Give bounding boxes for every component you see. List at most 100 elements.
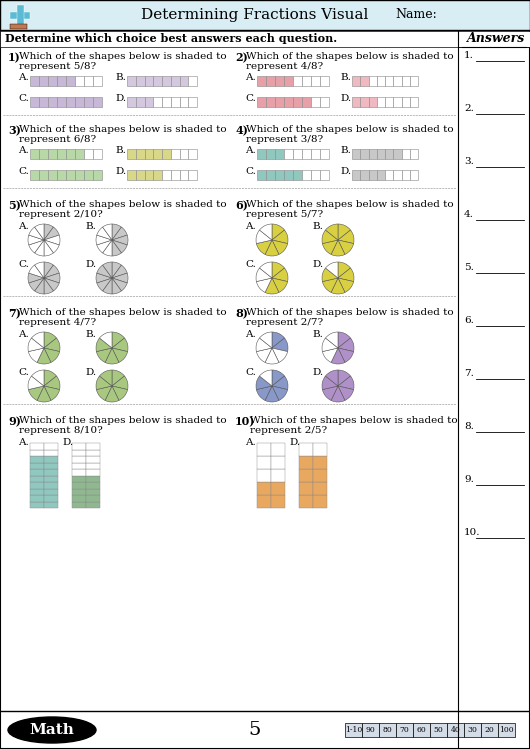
Wedge shape [112,370,125,386]
Text: A.: A. [18,438,29,447]
Bar [393,170,402,180]
Wedge shape [272,348,288,363]
Wedge shape [44,278,54,294]
Text: A.: A. [245,438,256,447]
Wedge shape [44,265,59,278]
Wedge shape [272,376,288,389]
Text: C.: C. [18,167,29,176]
Bar [30,97,39,107]
Bar [302,76,311,86]
Bar [10,11,30,19]
Text: Which of the shapes below is shaded to: Which of the shapes below is shaded to [19,125,227,134]
Bar [93,170,102,180]
Bar [377,170,385,180]
Text: represent 3/8?: represent 3/8? [246,135,323,144]
Bar [48,170,57,180]
Wedge shape [112,338,128,351]
Bar [180,149,188,159]
Bar [72,462,86,469]
Text: 10): 10) [235,416,255,427]
Bar [48,76,57,86]
Bar [302,149,311,159]
Bar [311,149,320,159]
Bar [39,149,48,159]
Bar [284,149,293,159]
Bar [84,170,93,180]
Wedge shape [257,348,272,363]
Wedge shape [272,268,288,282]
Bar [57,149,66,159]
Wedge shape [31,370,44,386]
Bar [293,97,302,107]
Bar [299,443,313,456]
Text: 1.: 1. [464,51,474,60]
Bar [136,76,145,86]
Bar [396,723,413,737]
Text: B.: B. [340,146,351,155]
Bar [48,149,57,159]
Bar [377,149,385,159]
Text: B.: B. [115,73,126,82]
Bar [368,76,377,86]
Wedge shape [100,332,112,348]
Bar [180,170,188,180]
Wedge shape [272,230,288,243]
Wedge shape [112,262,121,278]
Bar [57,170,66,180]
Bar [368,170,377,180]
Bar [257,469,271,482]
Bar [30,476,44,482]
Bar [72,449,86,456]
Text: 5: 5 [249,721,261,739]
Wedge shape [29,265,44,278]
Text: represent 6/8?: represent 6/8? [19,135,96,144]
Text: 80: 80 [383,726,392,734]
Wedge shape [29,278,44,291]
Bar [257,170,266,180]
Bar [413,723,430,737]
Bar [481,723,498,737]
Text: 30: 30 [467,726,478,734]
Bar [84,149,93,159]
Bar [127,149,136,159]
Bar [385,76,393,86]
Wedge shape [325,370,338,386]
Text: 3): 3) [8,125,21,136]
Bar [257,482,271,495]
Bar [313,482,327,495]
Bar [302,97,311,107]
Text: D.: D. [62,438,73,447]
Wedge shape [338,348,354,363]
Bar [30,469,44,476]
Text: D.: D. [115,167,126,176]
Wedge shape [322,240,338,255]
Bar [57,97,66,107]
Bar [30,495,44,502]
Bar [271,456,285,469]
Bar [0,0,530,30]
Wedge shape [44,240,59,253]
Text: 9): 9) [8,416,21,427]
Bar [171,149,180,159]
Wedge shape [331,348,345,364]
Bar [136,170,145,180]
Text: D.: D. [340,94,351,103]
Wedge shape [322,386,338,401]
Wedge shape [44,278,59,291]
Wedge shape [44,262,54,278]
Wedge shape [265,348,279,364]
Wedge shape [338,278,354,292]
Wedge shape [272,370,285,386]
Bar [72,488,86,495]
Wedge shape [112,278,121,294]
Bar [44,488,58,495]
Wedge shape [44,273,60,283]
Text: B.: B. [115,146,126,155]
Wedge shape [112,386,128,401]
Bar [86,495,100,502]
Bar [30,170,39,180]
Wedge shape [29,240,44,253]
Bar [266,149,275,159]
Text: represent 2/7?: represent 2/7? [246,318,323,327]
Text: 8): 8) [235,308,248,319]
